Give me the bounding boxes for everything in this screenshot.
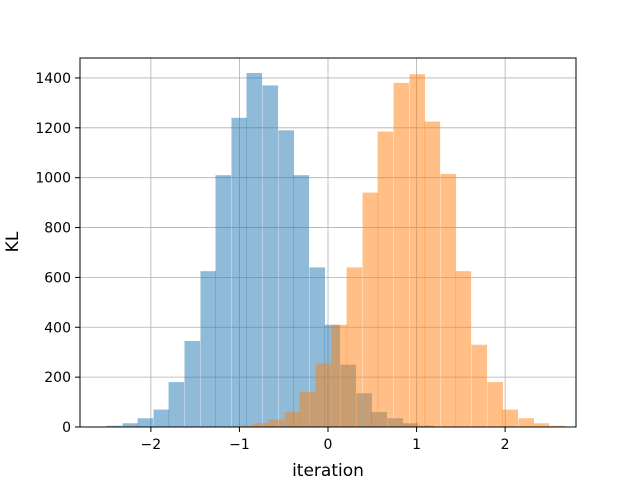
histogram-bar-series-2 xyxy=(518,418,535,427)
y-tick-label: 800 xyxy=(44,221,71,237)
histogram-bar-series-2 xyxy=(284,412,301,427)
histogram-bar-series-2 xyxy=(533,423,550,427)
histogram-bar-series-2 xyxy=(237,425,254,427)
y-tick-label: 1400 xyxy=(35,71,71,87)
histogram-bar-series-2 xyxy=(331,324,348,427)
x-tick-label: 0 xyxy=(324,437,333,453)
histogram-bar-series-2 xyxy=(487,382,504,427)
y-tick-label: 1200 xyxy=(35,121,71,137)
histogram-bar-series-2 xyxy=(549,425,566,427)
histogram-bar-series-1 xyxy=(184,340,201,427)
histogram-bar-series-2 xyxy=(253,423,270,427)
histogram-bar-series-1 xyxy=(122,423,139,427)
histogram-bar-series-2 xyxy=(455,271,472,427)
histogram-bar-series-1 xyxy=(246,72,263,427)
histogram-bar-series-2 xyxy=(315,363,332,427)
y-tick-label: 0 xyxy=(62,420,71,436)
y-axis-label: KL xyxy=(3,231,23,252)
histogram-bars xyxy=(106,72,566,428)
y-tick-label: 600 xyxy=(44,270,71,286)
x-tick-label: −2 xyxy=(141,437,162,453)
histogram-bar-series-1 xyxy=(106,425,123,427)
x-tick-label: 1 xyxy=(412,437,421,453)
histogram-bar-series-1 xyxy=(278,130,294,427)
histogram-bar-series-2 xyxy=(377,131,394,428)
histogram-bar-series-2 xyxy=(409,74,426,427)
x-axis-label: iteration xyxy=(292,461,364,480)
histogram-bar-series-2 xyxy=(424,121,441,428)
y-tick-label: 400 xyxy=(44,320,71,336)
histogram-bar-series-2 xyxy=(502,409,519,427)
histogram-bar-series-1 xyxy=(262,85,279,428)
histogram-bar-series-2 xyxy=(346,267,363,427)
histogram-bar-series-2 xyxy=(362,192,379,427)
histogram-bar-series-2 xyxy=(268,419,285,427)
x-tick-label: 2 xyxy=(501,437,510,453)
axis-ticks: −2 −1 0 1 2 0 200 400 600 800 1000 1200 1400 xyxy=(35,71,509,453)
histogram-bar-series-2 xyxy=(471,344,488,427)
histogram-bar-series-2 xyxy=(393,82,410,427)
x-tick-label: −1 xyxy=(229,437,250,453)
y-tick-label: 1000 xyxy=(35,171,71,187)
histogram-bar-series-2 xyxy=(299,392,316,427)
histogram-bar-series-1 xyxy=(137,418,154,427)
histogram-bar-series-1 xyxy=(153,409,170,427)
histogram-bar-series-1 xyxy=(168,382,185,427)
histogram-bar-series-1 xyxy=(215,175,232,427)
histogram-bar-series-1 xyxy=(231,117,248,428)
histogram-bar-series-2 xyxy=(440,173,457,427)
y-tick-label: 200 xyxy=(44,370,71,386)
histogram-bar-series-1 xyxy=(293,175,310,427)
histogram-bar-series-1 xyxy=(200,271,217,427)
